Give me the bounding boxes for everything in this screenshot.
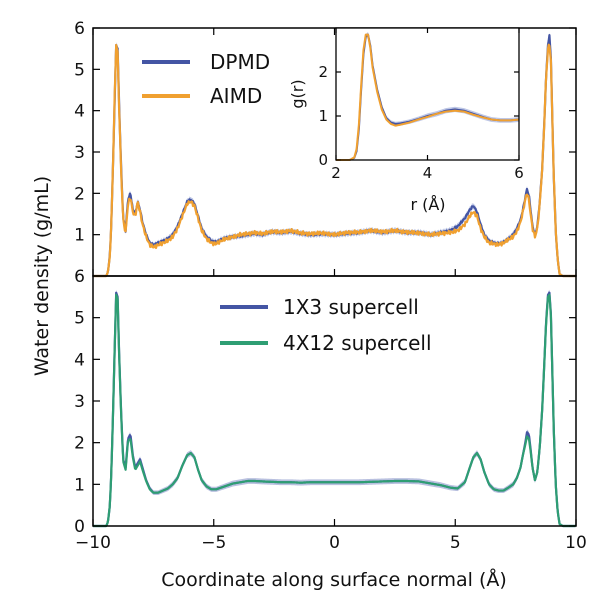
y-tick-label: 2 (74, 434, 85, 454)
y-tick-label: 4 (74, 350, 85, 370)
x-tick-label: 0 (329, 533, 340, 553)
legend-label-dpmd: DPMD (210, 50, 270, 74)
y-tick-label: 3 (74, 143, 85, 163)
legend-label-aimd: AIMD (210, 84, 262, 108)
x-tick-label: 10 (565, 533, 587, 553)
y-tick-label: 1 (74, 475, 85, 495)
bottom-legend: 1X3 supercell 4X12 supercell (220, 295, 432, 355)
y-tick-label: 1 (318, 107, 328, 125)
inset-axis-ticks: 2 4 6 0 1 2 (318, 28, 524, 182)
top-legend: DPMD AIMD (142, 50, 270, 108)
x-tick-label: −5 (201, 533, 226, 553)
x-axis-title: Coordinate along surface normal (Å) (161, 568, 507, 591)
y-tick-label: 0 (74, 517, 85, 537)
top-plot-area (92, 32, 576, 278)
y-tick-label: 5 (74, 309, 85, 329)
x-tick-label: 5 (450, 533, 461, 553)
bottom-axis-ticks: −10 −5 0 5 10 0 1 2 3 4 5 6 (74, 267, 587, 553)
y-tick-label: 5 (74, 60, 85, 80)
y-tick-label: 1 (74, 226, 85, 246)
y-tick-label: 6 (74, 267, 85, 287)
inset-x-axis-label: r (Å) (410, 195, 445, 214)
bottom-panel: −10 −5 0 5 10 0 1 2 3 4 5 6 1X3 supercell 4X12 supe… (74, 267, 587, 553)
x-tick-label: 6 (514, 164, 524, 182)
x-tick-label: −10 (75, 533, 111, 553)
y-tick-label: 4 (74, 102, 85, 122)
top-panel: 1 2 3 4 5 6 DPMD AIMD (74, 19, 577, 278)
inset-plot-area (335, 31, 520, 161)
inset-panel: 2 4 6 0 1 2 r (Å) g(r) (288, 27, 524, 214)
bottom-plot-area (92, 289, 576, 528)
legend-label-4x12: 4X12 supercell (283, 331, 432, 355)
series-line (92, 43, 576, 278)
y-tick-label: 3 (74, 392, 85, 412)
inset-background (336, 28, 519, 160)
x-tick-label: 4 (423, 164, 433, 182)
y-tick-label: 2 (74, 184, 85, 204)
y-tick-label: 0 (318, 151, 328, 169)
series-line (335, 33, 520, 161)
inset-y-axis-label: g(r) (288, 79, 307, 108)
y-axis-title: Water density (g/mL) (31, 176, 53, 376)
series-line (92, 293, 576, 528)
legend-label-1x3: 1X3 supercell (283, 295, 419, 319)
y-tick-label: 2 (318, 63, 328, 81)
x-tick-label: 2 (331, 164, 341, 182)
y-tick-label: 6 (74, 19, 85, 39)
